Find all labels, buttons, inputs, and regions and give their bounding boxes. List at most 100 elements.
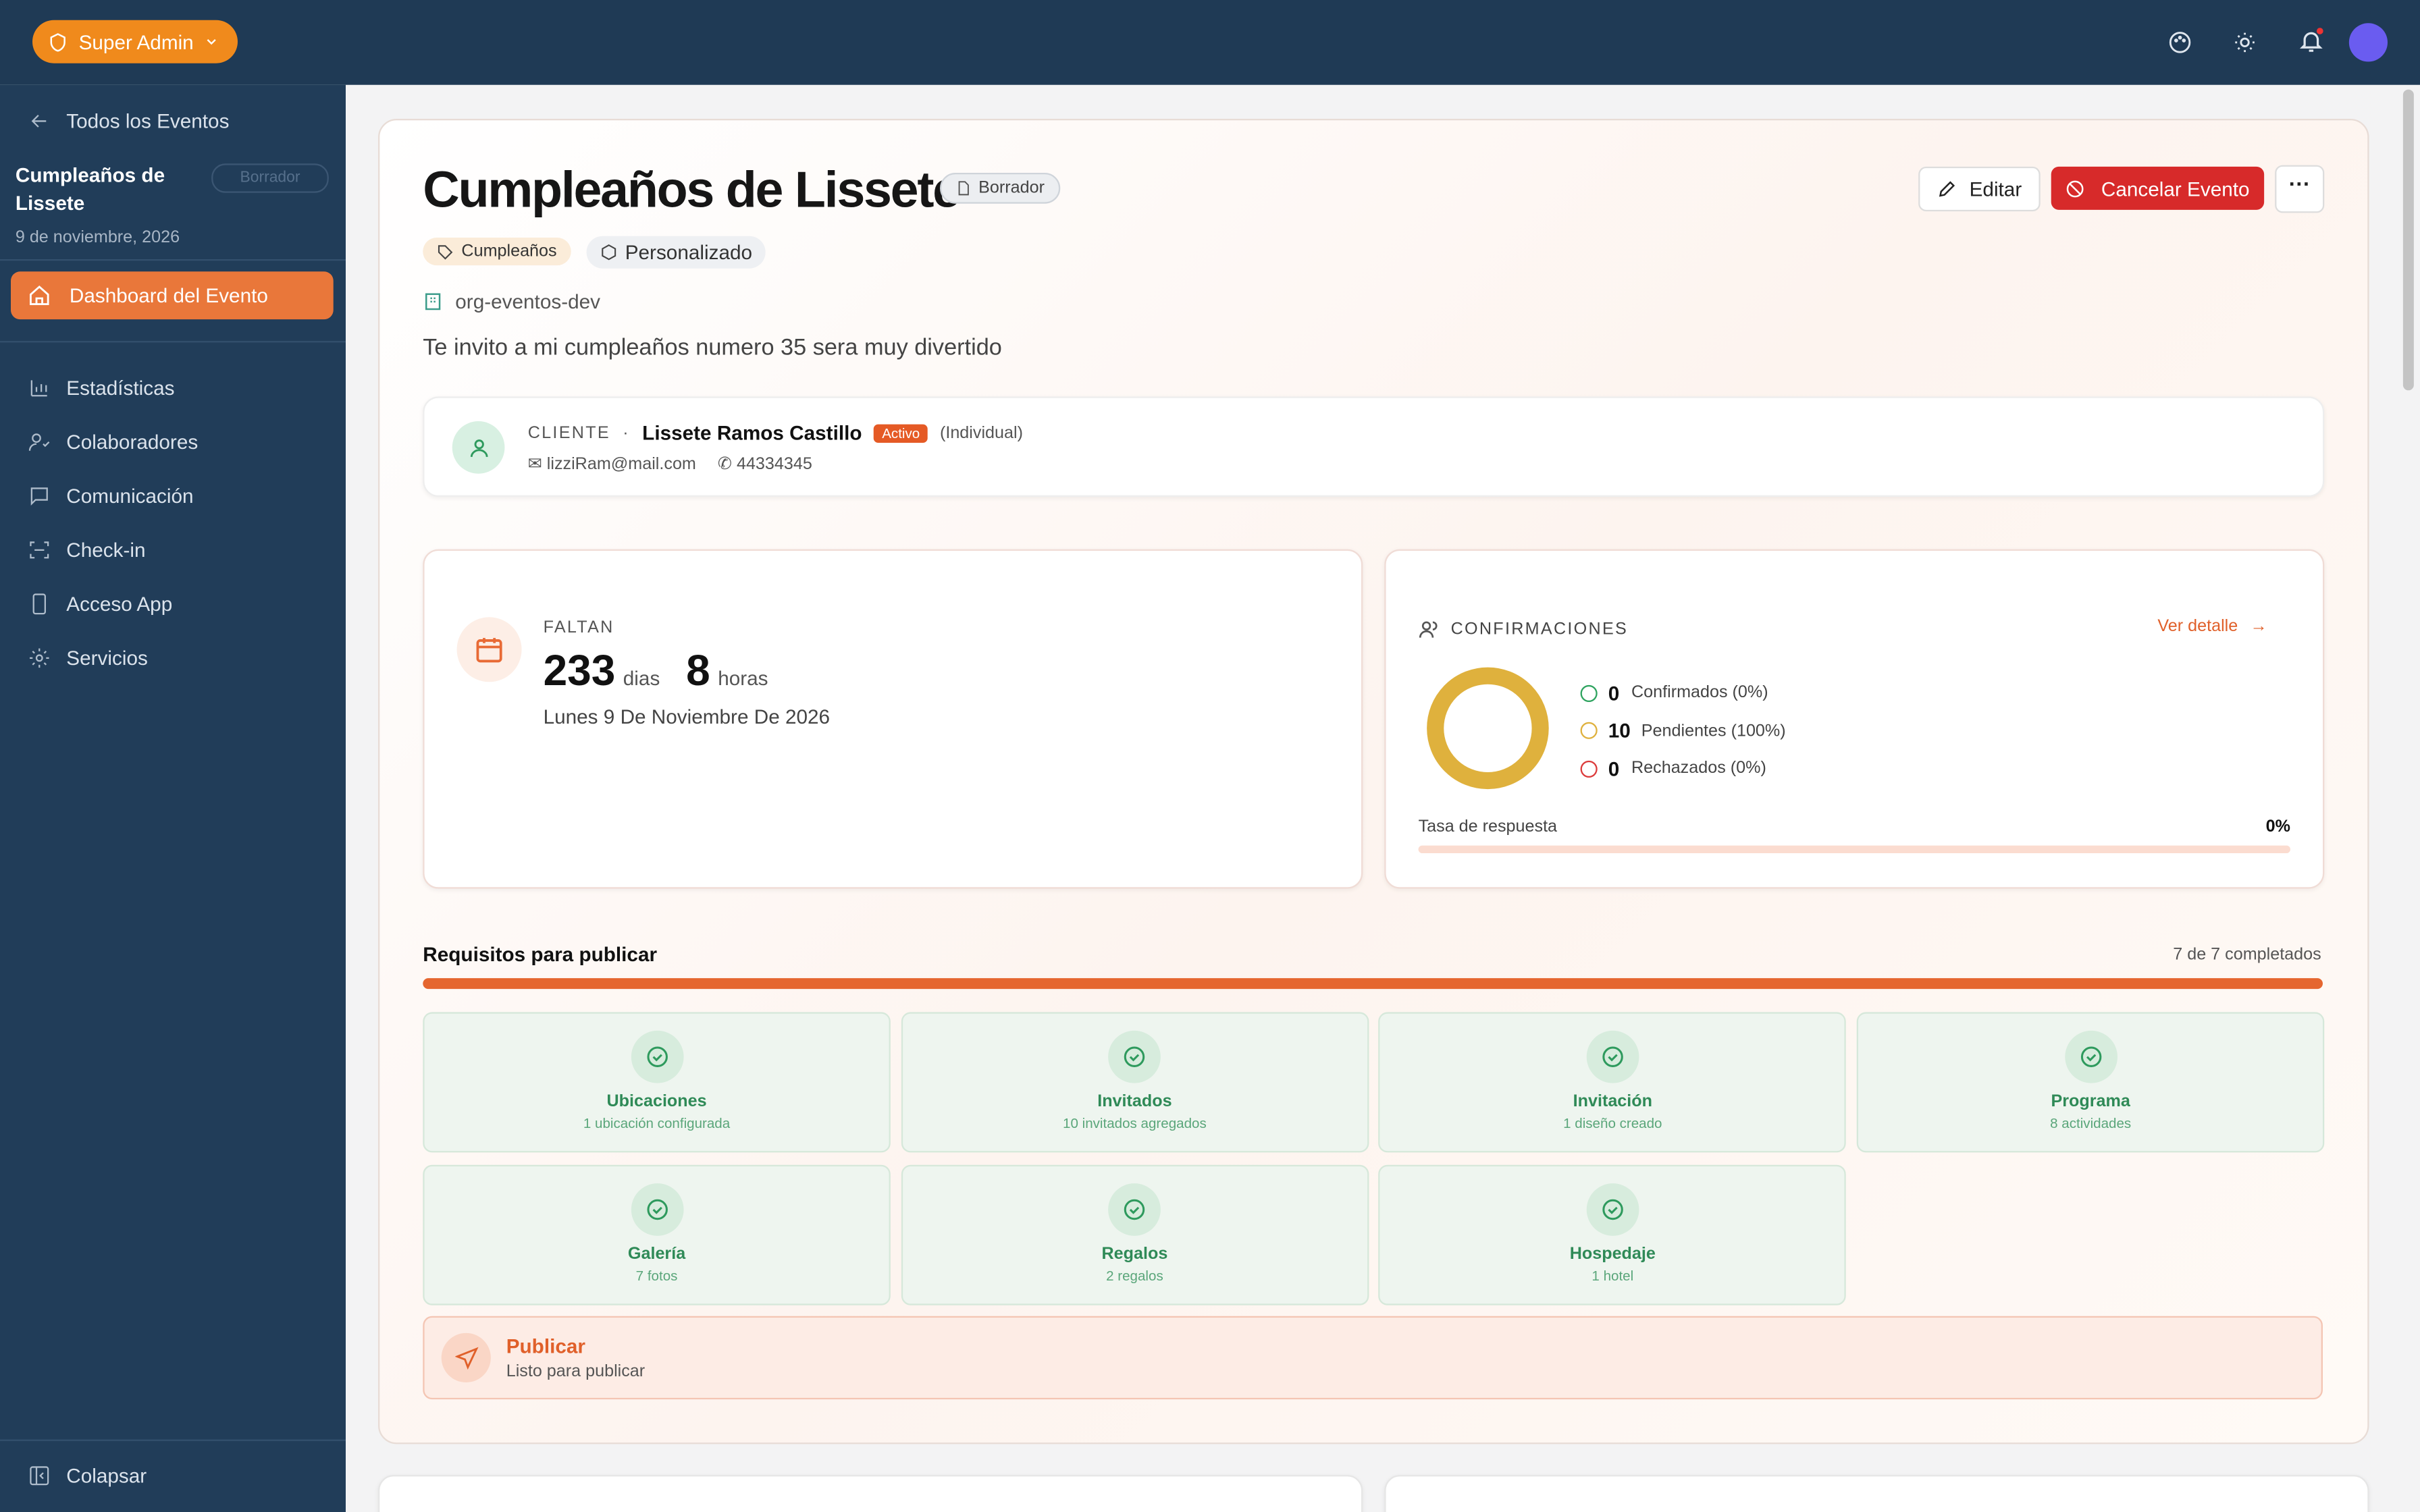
detail-link[interactable]: Ver detalle → xyxy=(2157,617,2267,636)
requirement-detail: 1 hotel xyxy=(1592,1267,1634,1283)
nav-item[interactable]: Acceso App xyxy=(28,593,172,616)
publish-card[interactable]: Publicar Listo para publicar xyxy=(423,1316,2323,1400)
legend-label: Rechazados (0%) xyxy=(1631,759,1766,778)
legend-icon xyxy=(1580,722,1598,740)
tag: Cumpleaños xyxy=(423,237,571,266)
role-button[interactable]: Super Admin xyxy=(32,20,238,63)
confirmations-header: CONFIRMACIONES xyxy=(1419,619,1629,641)
email: ✉ lizziRam@mail.com xyxy=(527,455,696,474)
requirements-progress: 7 de 7 completados xyxy=(2173,946,2321,965)
palette-icon[interactable] xyxy=(2168,31,2191,54)
requirement-name: Ubicaciones xyxy=(606,1092,707,1111)
tag-text: Personalizado xyxy=(625,240,753,264)
check-icon xyxy=(630,1182,683,1235)
check-icon xyxy=(1586,1030,1639,1083)
confirmations-card: CONFIRMACIONES Ver detalle → 0 Confirmados… xyxy=(1384,549,2325,889)
client-contact: ✉ lizziRam@mail.com ✆ 44334345 xyxy=(527,454,812,474)
divider xyxy=(0,341,346,343)
days: 233 xyxy=(543,646,616,695)
event-title: Cumpleaños de Lissete xyxy=(423,160,961,218)
more-button[interactable]: ··· xyxy=(2275,165,2325,213)
requirement: Ubicaciones 1 ubicación configurada xyxy=(423,1012,891,1153)
client-type: (Individual) xyxy=(939,423,1023,442)
rate-track xyxy=(1418,845,2290,853)
org-text: org-eventos-dev xyxy=(455,290,601,313)
legend-count: 10 xyxy=(1608,719,1631,742)
check-icon xyxy=(630,1030,683,1083)
topbar: Super Admin xyxy=(0,0,2420,85)
publish-title: Publicar xyxy=(506,1334,585,1358)
status-badge: Borrador xyxy=(939,172,1060,204)
nav-item[interactable]: Servicios xyxy=(28,647,148,670)
back-link[interactable]: Todos los Eventos xyxy=(28,109,230,133)
check-icon xyxy=(2064,1030,2118,1083)
cancel-button[interactable]: Cancelar Evento xyxy=(2051,166,2265,210)
client-label: CLIENTE xyxy=(527,423,610,442)
avatar[interactable] xyxy=(2348,23,2388,62)
nav-text: Comunicación xyxy=(66,484,194,508)
requirement: Regalos 2 regalos xyxy=(901,1164,1369,1305)
publish-icon xyxy=(441,1332,491,1382)
client-card: CLIENTE · Lissete Ramos Castillo Activo (… xyxy=(423,396,2325,497)
collapse-text: Colapsar xyxy=(66,1464,147,1488)
next-card xyxy=(1384,1475,2369,1512)
publish-subtitle: Listo para publicar xyxy=(506,1362,646,1381)
nav-item[interactable]: Check-in xyxy=(28,539,146,562)
nav-text: Colaboradores xyxy=(66,430,199,454)
phone-text: 44334345 xyxy=(736,455,812,474)
hours-unit: horas xyxy=(718,666,768,690)
legend-row: 10 Pendientes (100%) xyxy=(1580,712,1786,750)
countdown-card: FALTAN 233 dias 8 horas Lunes 9 De Noviemb… xyxy=(423,549,1363,889)
client-icon xyxy=(452,421,505,474)
phone: ✆ 44334345 xyxy=(717,455,812,474)
cancel-text: Cancelar Evento xyxy=(2101,176,2250,200)
legend-label: Confirmados (0%) xyxy=(1631,684,1768,703)
client-name: Lissete Ramos Castillo xyxy=(642,421,862,445)
org: org-eventos-dev xyxy=(423,290,600,313)
sidebar-event-name: Cumpleaños de Lissete xyxy=(15,163,165,215)
collapse-button[interactable]: Colapsar xyxy=(28,1464,147,1487)
sidebar-status: Borrador xyxy=(211,163,329,193)
requirement: Invitación 1 diseño creado xyxy=(1379,1012,1847,1153)
tag: Personalizado xyxy=(586,236,766,269)
nav-item[interactable]: Estadísticas xyxy=(28,377,174,400)
active-nav-text: Dashboard del Evento xyxy=(69,284,268,307)
requirement-detail: 7 fotos xyxy=(635,1267,678,1283)
check-icon xyxy=(1108,1182,1161,1235)
requirement: Programa 8 actividades xyxy=(1856,1012,2325,1153)
active-nav[interactable]: Dashboard del Evento xyxy=(10,271,334,320)
divider xyxy=(0,259,346,261)
description: Te invito a mi cumpleaños numero 35 sera… xyxy=(423,334,1002,361)
donut-segment xyxy=(1427,667,1549,790)
rate-value: 0% xyxy=(2265,817,2290,836)
rate-label: Tasa de respuesta xyxy=(1418,817,1558,836)
countdown-value: 233 dias 8 horas xyxy=(544,647,768,696)
nav-text: Servicios xyxy=(66,646,148,670)
requirements-bar xyxy=(423,978,2323,990)
email-text: lizziRam@mail.com xyxy=(546,455,696,474)
requirement-name: Galería xyxy=(627,1244,686,1263)
requirement-detail: 1 ubicación configurada xyxy=(583,1115,731,1131)
nav-item[interactable]: Colaboradores xyxy=(28,431,198,454)
requirement: Hospedaje 1 hotel xyxy=(1379,1164,1847,1305)
nav-item[interactable]: Comunicación xyxy=(28,484,194,508)
check-icon xyxy=(1586,1182,1639,1235)
theme-icon[interactable] xyxy=(2233,31,2256,54)
requirement-detail: 1 diseño creado xyxy=(1563,1115,1662,1131)
requirement: Galería 7 fotos xyxy=(423,1164,891,1305)
calendar-icon xyxy=(456,617,522,682)
nav-text: Acceso App xyxy=(66,592,173,616)
requirement-name: Invitación xyxy=(1573,1092,1652,1111)
edit-button[interactable]: Editar xyxy=(1918,166,2041,212)
check-icon xyxy=(1108,1030,1161,1083)
back-text: Todos los Eventos xyxy=(66,109,230,133)
donut xyxy=(1427,667,1549,790)
notifications-icon[interactable] xyxy=(2298,28,2324,54)
confirmations-legend: 0 Confirmados (0%) 10 Pendientes (100%) 0 Rec… xyxy=(1580,674,1786,788)
edit-text: Editar xyxy=(1969,177,2022,201)
requirement-name: Regalos xyxy=(1101,1244,1168,1263)
next-card xyxy=(377,1475,1363,1512)
